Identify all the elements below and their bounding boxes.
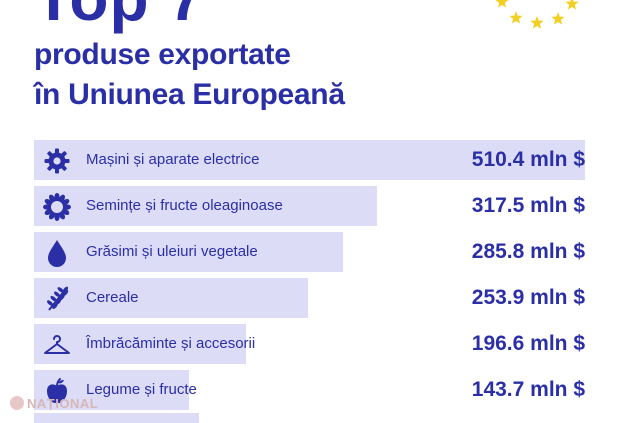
bar-row-1: Mașini și aparate electrice 510.4 mln $ bbox=[0, 140, 619, 180]
bar-row-5: Îmbrăcăminte și accesorii 196.6 mln $ bbox=[0, 324, 619, 364]
apple-icon bbox=[47, 378, 67, 403]
category-label-4: Cereale bbox=[86, 289, 139, 306]
partial-bar-7 bbox=[34, 413, 199, 423]
eu-star-4 bbox=[530, 16, 544, 29]
oil-drop-icon bbox=[48, 240, 66, 267]
subtitle-line-2: în Uniunea Europeană bbox=[34, 78, 345, 111]
value-label-2: 317.5 mln $ bbox=[471, 194, 585, 217]
category-label-2: Semințe și fructe oleaginoase bbox=[86, 197, 283, 214]
bar-row-6: Legume și fructe 143.7 mln $ bbox=[0, 370, 619, 410]
national-watermark: NAȚIONAL bbox=[10, 396, 98, 411]
bar-4 bbox=[34, 278, 309, 318]
category-label-6: Legume și fructe bbox=[86, 381, 197, 398]
gear-icon bbox=[44, 148, 70, 174]
value-label-4: 253.9 mln $ bbox=[471, 286, 585, 309]
eu-star-1 bbox=[495, 0, 509, 8]
hanger-icon bbox=[44, 335, 70, 354]
bar-row-3: Grăsimi și uleiuri vegetale 285.8 mln $ bbox=[0, 232, 619, 272]
eu-star-5 bbox=[551, 12, 565, 25]
subtitle-line-1: produse exportate bbox=[34, 38, 291, 71]
wheat-icon bbox=[47, 286, 69, 311]
main-title-partial: Top 7 bbox=[34, 0, 205, 30]
category-label-3: Grăsimi și uleiuri vegetale bbox=[86, 243, 258, 260]
sunflower-icon bbox=[43, 193, 71, 221]
watermark-logo-icon bbox=[10, 396, 24, 410]
bar-row-2: Semințe și fructe oleaginoase 317.5 mln $ bbox=[0, 186, 619, 226]
value-label-6: 143.7 mln $ bbox=[471, 378, 585, 401]
value-label-1: 510.4 mln $ bbox=[471, 148, 585, 171]
bar-3 bbox=[34, 232, 343, 272]
value-label-5: 196.6 mln $ bbox=[471, 332, 585, 355]
bar-5 bbox=[34, 324, 247, 364]
bar-2 bbox=[34, 186, 377, 226]
category-label-5: Îmbrăcăminte și accesorii bbox=[86, 335, 256, 352]
eu-star-2 bbox=[565, 0, 579, 10]
eu-star-3 bbox=[509, 11, 523, 24]
eu-stars-logo bbox=[495, 0, 579, 29]
bar-row-4: Cereale 253.9 mln $ bbox=[0, 278, 619, 318]
bar-1 bbox=[34, 140, 585, 180]
category-label-1: Mașini și aparate electrice bbox=[86, 151, 260, 168]
value-label-3: 285.8 mln $ bbox=[471, 240, 585, 263]
